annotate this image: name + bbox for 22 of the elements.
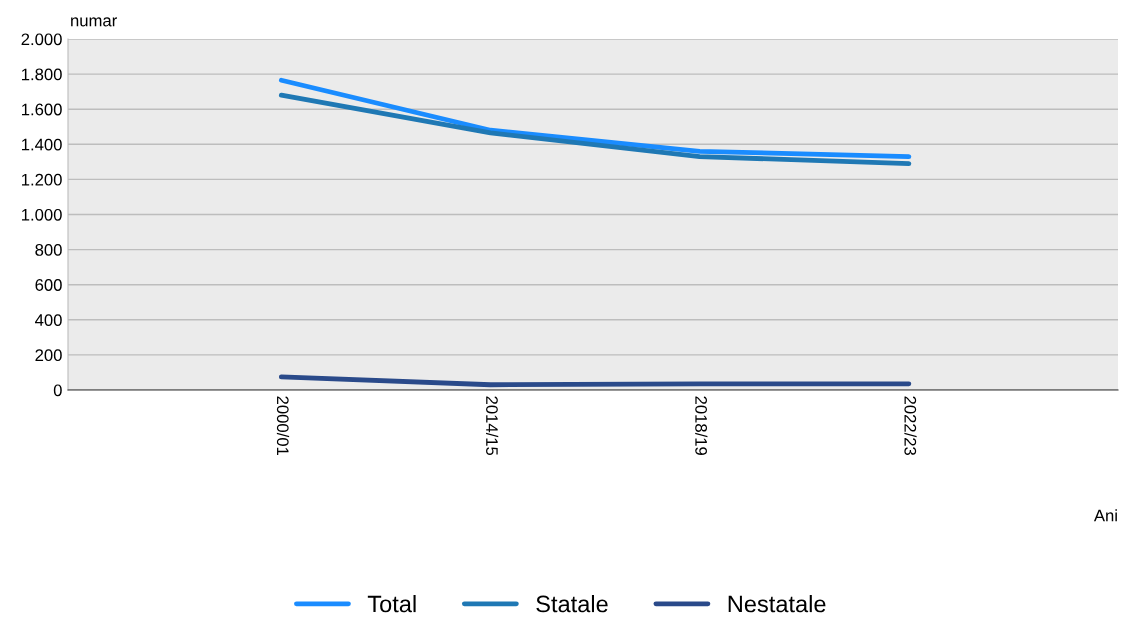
y-tick-label: 400	[35, 314, 62, 326]
y-tick-label: 1.800	[22, 68, 62, 81]
line-series	[278, 77, 912, 160]
y-tick-label: 1.400	[22, 138, 62, 151]
line-series	[278, 92, 912, 167]
legend-label: Total	[367, 594, 416, 613]
y-tick-label: 800	[35, 244, 62, 256]
legend-label: Statale	[536, 594, 608, 613]
y-tick-label: 0	[53, 384, 62, 397]
y-axis-title: numar	[71, 17, 117, 27]
y-tick-label: 200	[35, 349, 62, 362]
x-tick-label: 2000/01	[276, 396, 290, 455]
x-tick-label: 2018/19	[695, 396, 708, 456]
x-axis-title: Ani	[1093, 509, 1117, 522]
x-tick-label: 2014/15	[486, 396, 499, 456]
y-tick-label: 1.200	[22, 173, 62, 186]
y-tick-label: 600	[35, 279, 62, 291]
legend-label: Nestatale	[728, 594, 826, 613]
y-tick-label: 1.000	[22, 208, 62, 221]
y-tick-label: 1.600	[22, 103, 62, 116]
x-tick-label: 2022/23	[904, 396, 917, 456]
y-tick-label: 2.000	[21, 33, 62, 46]
